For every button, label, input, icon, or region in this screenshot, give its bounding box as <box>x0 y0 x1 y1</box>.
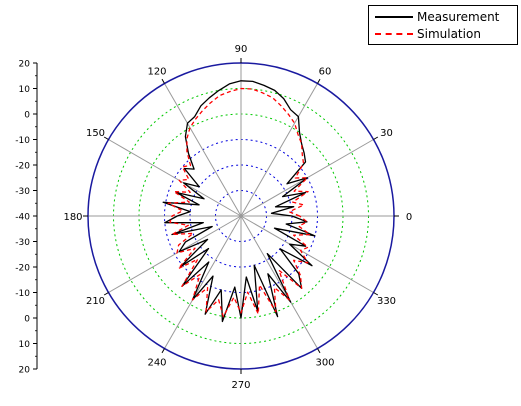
radial-axis-tick-label: -20 <box>15 162 30 172</box>
radial-axis-tick-label: -30 <box>15 187 30 197</box>
angle-tick-label: 90 <box>235 44 248 55</box>
legend: Measurement Simulation <box>368 5 518 45</box>
angle-tick-mark <box>103 292 109 296</box>
legend-swatch-simulation <box>375 33 413 35</box>
radial-axis-tick-label: 0 <box>24 111 30 121</box>
angular-spokes <box>88 63 394 369</box>
series-layer <box>162 80 316 323</box>
angle-tick-labels: 0 30 60 90 120 150 180 210 240 270 300 330 <box>63 44 412 391</box>
angular-spoke <box>108 215 242 293</box>
radial-axis-tick-label: 20 <box>19 366 31 376</box>
angle-tick-label: 180 <box>63 212 82 223</box>
angle-tick-mark <box>373 136 379 140</box>
radial-axis-tick-label: 0 <box>24 315 30 325</box>
radial-axis: 20 10 0 -10 -20 -30 -40 -30 -20 -10 0 10 20 <box>15 60 38 376</box>
radial-axis-tick-label: 20 <box>19 60 31 70</box>
angular-spoke <box>240 83 318 217</box>
angular-spoke <box>240 215 374 293</box>
series-measurement-line <box>162 80 316 323</box>
angle-tick-mark <box>317 78 321 84</box>
angle-tick-mark <box>161 348 165 354</box>
angular-spoke <box>108 139 242 217</box>
radial-axis-tick-label: -10 <box>15 136 30 146</box>
legend-label-measurement: Measurement <box>417 10 500 24</box>
legend-label-simulation: Simulation <box>417 27 481 41</box>
radial-axis-tick-label: 10 <box>19 340 31 350</box>
angle-tick-mark <box>103 136 109 140</box>
angular-spoke <box>240 215 318 349</box>
angle-tick-label: 120 <box>147 67 166 78</box>
angle-tick-mark <box>317 348 321 354</box>
angle-tick-mark <box>161 78 165 84</box>
angle-tick-label: 300 <box>315 358 334 369</box>
angle-tick-label: 330 <box>377 296 396 307</box>
legend-item-simulation: Simulation <box>375 26 481 42</box>
radial-axis-tick-label: 10 <box>19 85 31 95</box>
angular-spoke <box>164 83 242 217</box>
radial-axis-tick-label: -20 <box>15 264 30 274</box>
series-simulation-line <box>167 87 311 318</box>
radial-axis-tick-label: -10 <box>15 289 30 299</box>
angle-tick-label: 0 <box>406 212 412 223</box>
angular-spoke <box>164 215 242 349</box>
legend-swatch-measurement <box>375 16 413 18</box>
angle-tick-label: 210 <box>86 296 105 307</box>
angle-tick-label: 240 <box>147 358 166 369</box>
angle-tick-label: 150 <box>86 128 105 139</box>
radial-axis-tick-label: -30 <box>15 238 30 248</box>
angle-tick-label: 270 <box>231 380 250 391</box>
radial-axis-tick-label: -40 <box>15 213 30 223</box>
angle-tick-mark <box>373 292 379 296</box>
angle-tick-label: 60 <box>319 67 332 78</box>
angle-tick-label: 30 <box>380 128 393 139</box>
legend-item-measurement: Measurement <box>375 9 499 25</box>
